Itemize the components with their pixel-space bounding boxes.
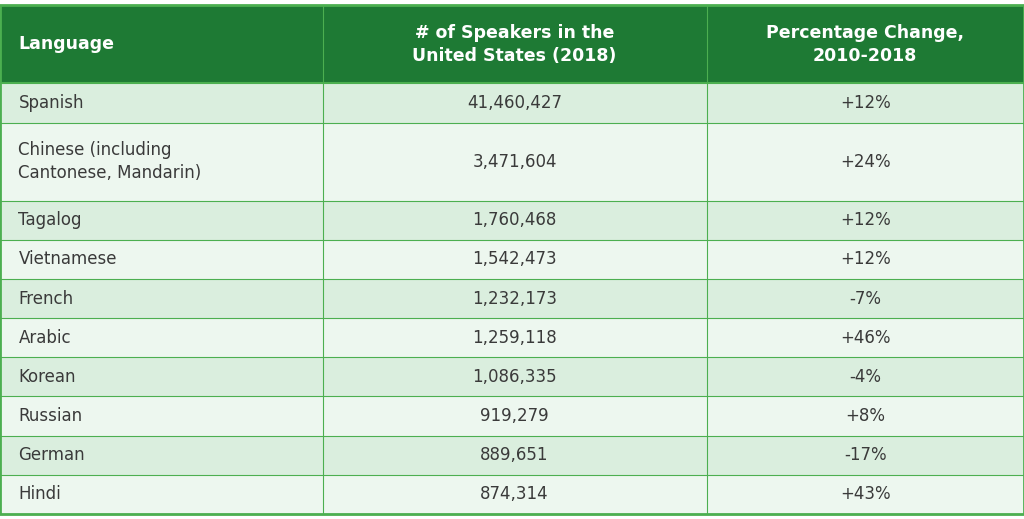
Bar (707, 84, 1024, 122)
Bar (0, 318, 323, 357)
Bar (323, 201, 707, 240)
Text: 889,651: 889,651 (480, 446, 549, 464)
Bar (707, 201, 1024, 240)
Bar (0, 279, 323, 318)
Text: German: German (18, 446, 85, 464)
Text: Russian: Russian (18, 407, 83, 425)
Text: Percentage Change,
2010-2018: Percentage Change, 2010-2018 (766, 24, 965, 65)
Bar (323, 397, 707, 435)
Text: 1,232,173: 1,232,173 (472, 290, 557, 308)
Bar (707, 240, 1024, 279)
Text: Vietnamese: Vietnamese (18, 251, 117, 268)
Text: -7%: -7% (849, 290, 882, 308)
Bar (0, 122, 323, 201)
Bar (0, 84, 323, 122)
Text: 874,314: 874,314 (480, 485, 549, 503)
Text: 3,471,604: 3,471,604 (472, 153, 557, 171)
Text: +8%: +8% (845, 407, 886, 425)
Text: +12%: +12% (840, 94, 891, 112)
Bar (0, 5, 323, 84)
Bar (0, 357, 323, 397)
Bar (323, 475, 707, 514)
Text: -17%: -17% (844, 446, 887, 464)
Bar (0, 397, 323, 435)
Bar (323, 5, 707, 84)
Bar (323, 122, 707, 201)
Text: Arabic: Arabic (18, 329, 71, 347)
Text: Language: Language (18, 35, 115, 53)
Text: Korean: Korean (18, 368, 76, 386)
Text: French: French (18, 290, 74, 308)
Bar (0, 435, 323, 475)
Bar (707, 318, 1024, 357)
Bar (707, 122, 1024, 201)
Text: 919,279: 919,279 (480, 407, 549, 425)
Text: +43%: +43% (840, 485, 891, 503)
Text: 1,760,468: 1,760,468 (472, 211, 557, 229)
Text: Chinese (including
Cantonese, Mandarin): Chinese (including Cantonese, Mandarin) (18, 141, 202, 182)
Bar (323, 84, 707, 122)
Bar (323, 435, 707, 475)
Text: Spanish: Spanish (18, 94, 84, 112)
Text: +24%: +24% (840, 153, 891, 171)
Bar (323, 318, 707, 357)
Bar (707, 475, 1024, 514)
Bar (323, 279, 707, 318)
Text: 1,086,335: 1,086,335 (472, 368, 557, 386)
Bar (323, 240, 707, 279)
Bar (707, 397, 1024, 435)
Bar (0, 240, 323, 279)
Text: 1,542,473: 1,542,473 (472, 251, 557, 268)
Text: # of Speakers in the
United States (2018): # of Speakers in the United States (2018… (413, 24, 616, 65)
Bar (0, 475, 323, 514)
Bar (0, 201, 323, 240)
Text: -4%: -4% (849, 368, 882, 386)
Text: +12%: +12% (840, 251, 891, 268)
Bar (323, 357, 707, 397)
Text: +46%: +46% (840, 329, 891, 347)
Text: 41,460,427: 41,460,427 (467, 94, 562, 112)
Bar (707, 357, 1024, 397)
Text: 1,259,118: 1,259,118 (472, 329, 557, 347)
Text: Hindi: Hindi (18, 485, 61, 503)
Text: +12%: +12% (840, 211, 891, 229)
Bar (707, 5, 1024, 84)
Bar (707, 435, 1024, 475)
Text: Tagalog: Tagalog (18, 211, 82, 229)
Bar (707, 279, 1024, 318)
